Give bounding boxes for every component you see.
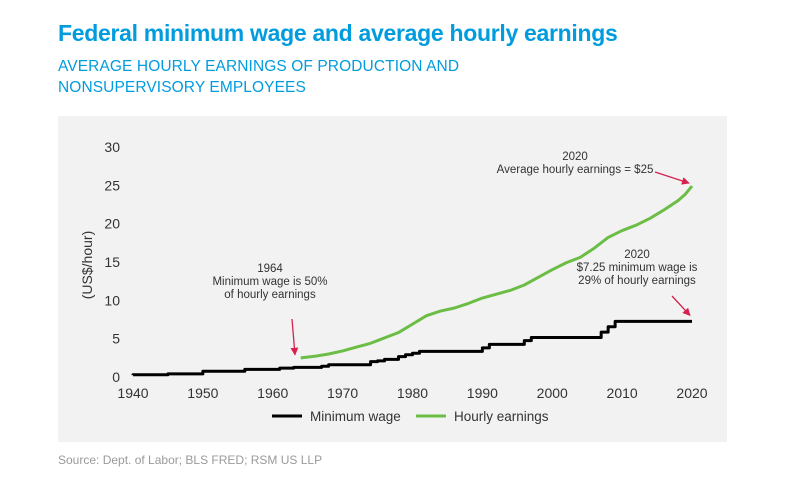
x-tick-label: 2020 xyxy=(676,385,707,401)
x-tick-label: 1970 xyxy=(327,385,358,401)
y-tick-label: 30 xyxy=(104,139,120,155)
legend-label: Minimum wage xyxy=(310,409,401,424)
legend-label: Hourly earnings xyxy=(454,409,549,424)
annotation-2020-minimum-wage-text: 2020 xyxy=(624,249,650,261)
x-tick-label: 2000 xyxy=(537,385,568,401)
annotation-1964-text: 1964 xyxy=(257,263,283,275)
source-note: Source: Dept. of Labor; BLS FRED; RSM US… xyxy=(58,453,323,467)
annotation-2020-earnings-text: 2020 xyxy=(562,151,588,163)
y-tick-label: 25 xyxy=(104,177,120,193)
chart-panel xyxy=(58,116,727,442)
chart-subtitle: AVERAGE HOURLY EARNINGS OF PRODUCTION AN… xyxy=(58,58,460,96)
annotation-1964-text: of hourly earnings xyxy=(224,289,316,301)
annotation-2020-minimum-wage-arrow xyxy=(671,295,691,316)
annotation-2020-minimum-wage-text: $7.25 minimum wage is xyxy=(577,262,698,274)
annotation-2020-minimum-wage-text: 29% of hourly earnings xyxy=(578,275,696,287)
annotation-1964-arrow xyxy=(290,318,299,356)
x-tick-label: 2010 xyxy=(607,385,638,401)
chart-title: Federal minimum wage and average hourly … xyxy=(58,20,618,46)
y-axis-label: (US$/hour) xyxy=(79,231,95,299)
series-line-minimum-wage xyxy=(131,319,692,377)
x-tick-label: 1940 xyxy=(117,385,148,401)
x-tick-label: 1960 xyxy=(257,385,288,401)
y-tick-label: 0 xyxy=(112,369,120,385)
annotation-2020-earnings-arrow xyxy=(654,171,690,185)
x-tick-label: 1980 xyxy=(397,385,428,401)
x-tick-label: 1990 xyxy=(467,385,498,401)
y-tick-label: 10 xyxy=(104,292,120,308)
annotation-1964-text: Minimum wage is 50% xyxy=(212,276,327,288)
y-tick-label: 5 xyxy=(112,331,120,347)
x-tick-label: 1950 xyxy=(187,385,218,401)
y-tick-label: 15 xyxy=(104,254,120,270)
y-tick-label: 20 xyxy=(104,216,120,232)
annotation-2020-earnings-text: Average hourly earnings = $25 xyxy=(497,164,654,176)
series-line-hourly-earnings xyxy=(300,185,694,360)
